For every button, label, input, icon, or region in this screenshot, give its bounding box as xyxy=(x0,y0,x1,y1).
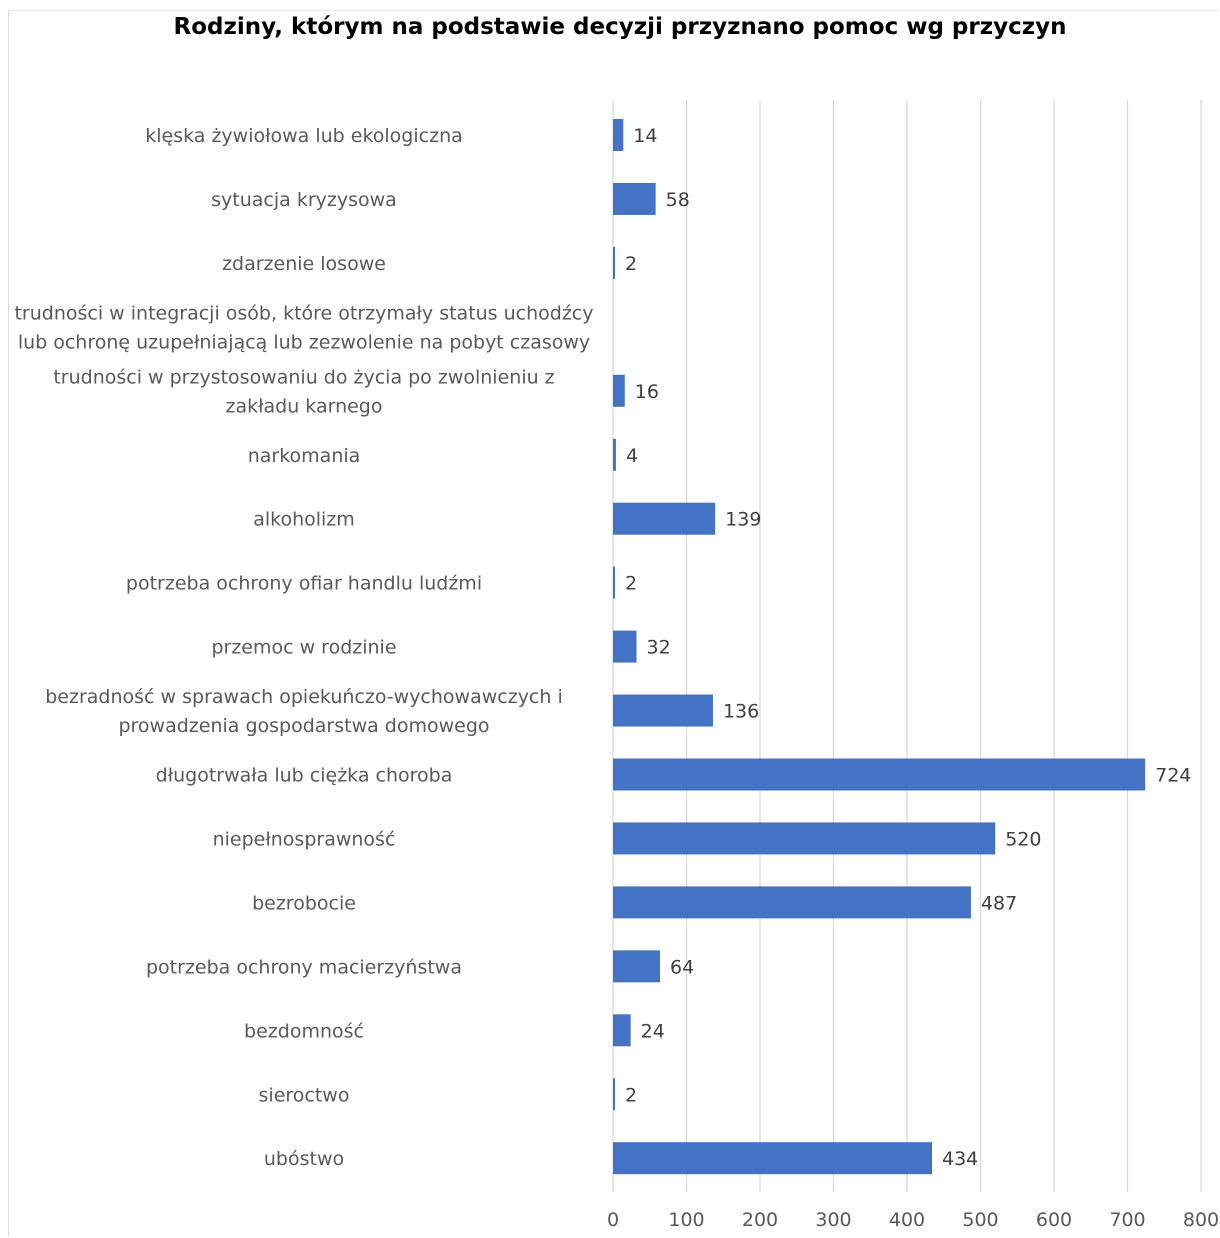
category-label: prowadzenia gospodarstwa domowego xyxy=(118,715,489,737)
value-label: 16 xyxy=(635,381,659,403)
category-label: sytuacja kryzysowa xyxy=(211,189,397,211)
x-tick-label: 800 xyxy=(1183,1209,1219,1231)
value-label: 2 xyxy=(625,1084,637,1106)
value-label: 4 xyxy=(626,445,638,467)
bar xyxy=(613,694,713,727)
value-label: 64 xyxy=(670,956,694,978)
value-label: 2 xyxy=(625,573,637,595)
category-label: przemoc w rodzinie xyxy=(211,637,396,659)
bar xyxy=(613,950,661,983)
bar xyxy=(613,822,996,855)
bar xyxy=(613,182,656,215)
x-tick-label: 700 xyxy=(1109,1209,1145,1231)
value-labels: 14 58 2 16 4 139 2 32 136 724 520 487 64 24 2 434 xyxy=(625,125,1191,1170)
category-label: sieroctwo xyxy=(259,1084,350,1106)
category-label: alkoholizm xyxy=(253,509,355,531)
bar xyxy=(613,1014,631,1047)
category-label: bezdomność xyxy=(244,1020,364,1042)
bar xyxy=(613,630,637,663)
value-label: 2 xyxy=(625,253,637,275)
category-label: potrzeba ochrony ofiar handlu ludźmi xyxy=(126,573,482,595)
value-label: 724 xyxy=(1155,765,1191,787)
category-label: bezradność w sprawach opiekuńczo-wychowa… xyxy=(45,686,563,708)
value-label: 24 xyxy=(641,1020,665,1042)
category-label: zakładu karnego xyxy=(225,395,382,417)
value-label: 58 xyxy=(666,189,690,211)
x-tick-label: 300 xyxy=(815,1209,851,1231)
category-labels: klęska żywiołowa lub ekologiczna sytuacja… xyxy=(14,125,593,1170)
bar xyxy=(613,502,716,535)
x-tick-labels: 0 100 200 300 400 500 600 700 800 xyxy=(607,1209,1219,1231)
value-label: 434 xyxy=(942,1148,978,1170)
gridlines xyxy=(612,100,1202,1192)
category-label: trudności w przystosowaniu do życia po z… xyxy=(53,366,554,388)
category-label: klęska żywiołowa lub ekologiczna xyxy=(145,125,463,147)
bar xyxy=(613,1078,615,1111)
x-tick-label: 600 xyxy=(1036,1209,1072,1231)
category-label: bezrobocie xyxy=(252,892,356,914)
value-label: 32 xyxy=(647,637,671,659)
chart-frame xyxy=(8,10,1218,1236)
x-tick-label: 200 xyxy=(742,1209,778,1231)
bars xyxy=(613,119,1146,1175)
category-label: niepełnosprawność xyxy=(213,828,396,850)
category-label: narkomania xyxy=(248,445,361,467)
bar xyxy=(613,119,624,151)
category-label: trudności w integracji osób, które otrzy… xyxy=(14,302,593,324)
bar xyxy=(613,374,625,407)
category-label: lub ochronę uzupełniającą lub zezwolenie… xyxy=(18,331,590,353)
category-label: długotrwała lub ciężka choroba xyxy=(156,765,453,787)
value-label: 139 xyxy=(725,509,761,531)
bar xyxy=(613,438,616,471)
x-tick-label: 100 xyxy=(668,1209,704,1231)
bar xyxy=(613,758,1146,791)
value-label: 487 xyxy=(981,892,1017,914)
bar xyxy=(613,566,615,599)
value-label: 136 xyxy=(723,701,759,723)
bar xyxy=(613,1142,932,1175)
value-label: 14 xyxy=(633,125,657,147)
x-tick-label: 500 xyxy=(962,1209,998,1231)
category-label: ubóstwo xyxy=(264,1148,344,1170)
value-label: 520 xyxy=(1005,828,1041,850)
category-label: zdarzenie losowe xyxy=(222,253,386,275)
bar xyxy=(613,246,615,279)
x-tick-label: 0 xyxy=(607,1209,619,1231)
x-tick-label: 400 xyxy=(889,1209,925,1231)
bar xyxy=(613,886,971,919)
category-label: potrzeba ochrony macierzyństwa xyxy=(146,956,462,978)
chart-title: Rodziny, którym na podstawie decyzji prz… xyxy=(173,14,1067,40)
